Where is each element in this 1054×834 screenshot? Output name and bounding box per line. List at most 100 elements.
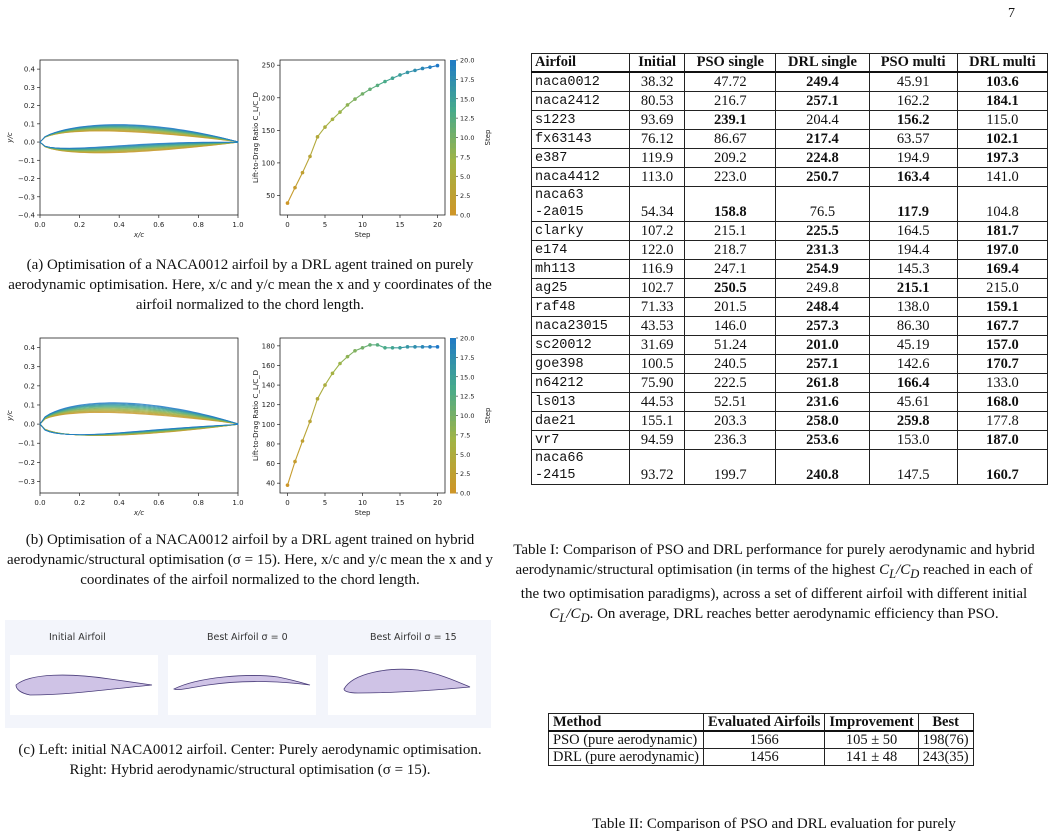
airfoil-name-cell: sc20012: [530, 334, 631, 355]
value-cell: 117.9: [868, 185, 958, 222]
airfoil-name-cell: mh113: [530, 258, 631, 279]
value-cell: 258.0: [775, 410, 870, 431]
table2-row: DRL (pure aerodynamic) 1456 141 ± 48 243(35…: [547, 748, 974, 766]
caption-a: (a) Optimisation of a NACA0012 airfoil b…: [8, 257, 492, 313]
value-cell: 160.7: [956, 448, 1049, 485]
colorbar-tick-label: 2.5: [460, 470, 470, 478]
results-table-2: Method Evaluated Airfoils Improvement Best …: [547, 713, 974, 766]
value-cell: 43.53: [629, 315, 686, 336]
colorbar-tick-label: 7.5: [460, 153, 470, 161]
value-cell: 107.2: [629, 220, 686, 241]
colorbar-segment: [450, 477, 456, 484]
value-cell: 76.12: [629, 128, 686, 149]
colorbar-tick-label: 10.0: [460, 134, 474, 142]
colorbar-segment: [450, 168, 456, 175]
data-point: [398, 73, 402, 77]
value-cell: 231.3: [775, 239, 870, 260]
value-cell: 54.34: [629, 185, 686, 222]
data-point: [330, 117, 335, 122]
value-cell: 93.72: [629, 448, 686, 485]
colorbar-segment: [450, 487, 456, 494]
data-point: [308, 154, 312, 159]
colorbar-segment: [450, 127, 456, 133]
airfoil-step-contour: [39, 124, 239, 149]
value-cell: 194.9: [868, 147, 958, 168]
colorbar-segment: [450, 184, 456, 190]
table1-row: naca2412 80.53 216.7 257.1 162.2 184.1: [530, 90, 1049, 111]
airfoil-name-cell: ls013: [530, 391, 631, 412]
value-cell: 44.53: [629, 391, 686, 412]
table1-row: goe398 100.5 240.5 257.1 142.6 170.7: [530, 353, 1049, 374]
table1-row: s1223 93.69 239.1 204.4 156.2 115.0: [530, 109, 1049, 130]
airfoil-name-cell: vr7: [530, 429, 631, 450]
data-point: [375, 343, 380, 347]
y-tick-label: 100: [262, 159, 275, 167]
lift-drag-plot-b: 0 5 10 15 20 180 160 140 120 100 80 60 40 Step Lift-to…: [252, 335, 492, 518]
airfoil-name-cell: ag25: [530, 277, 631, 298]
y-tick-label: 150: [262, 127, 275, 135]
y-tick-label: 50: [266, 192, 275, 200]
colorbar-segment: [450, 446, 456, 453]
table2-cell: 198(76): [917, 730, 974, 749]
value-cell: 167.7: [956, 315, 1049, 336]
table1-row: e387 119.9 209.2 224.8 194.9 197.3: [530, 147, 1049, 168]
y-tick-label: −0.1: [18, 440, 35, 448]
data-point: [435, 63, 440, 68]
value-cell: 240.5: [684, 353, 777, 374]
colorbar-segment: [450, 111, 456, 118]
x-tick-label: 0.8: [193, 221, 204, 229]
table1-header-cell: DRL multi: [956, 53, 1049, 73]
y-tick-label: −0.3: [18, 193, 35, 201]
table2-cell: DRL (pure aerodynamic): [547, 748, 705, 766]
series-segment: [309, 398, 319, 422]
table1-row: mh113 116.9 247.1 254.9 145.3 169.4: [530, 258, 1049, 279]
colorbar-segment: [450, 158, 456, 164]
caption-b: (b) Optimisation of a NACA0012 airfoil b…: [7, 532, 493, 588]
colorbar-tick-label: 2.5: [460, 192, 470, 200]
y-tick-label: −0.2: [18, 175, 35, 183]
value-cell: 76.5: [775, 185, 870, 222]
value-cell: 215.1: [868, 277, 958, 298]
colorbar-segment: [450, 482, 456, 489]
y-tick-label: 0.3: [24, 363, 35, 371]
data-point: [413, 68, 417, 73]
value-cell: 141.0: [956, 166, 1049, 187]
value-cell: 240.8: [775, 448, 870, 485]
colorbar-segment: [450, 65, 456, 71]
value-cell: 47.72: [684, 71, 777, 92]
colorbar-segment: [450, 358, 456, 365]
table1-row: naca0012 38.32 47.72 249.4 45.91 103.6: [530, 71, 1049, 92]
value-cell: 257.1: [775, 90, 870, 111]
y-axis-label: Lift-to-Drag Ratio C_L/C_D: [252, 370, 260, 461]
colorbar-segment: [450, 209, 456, 216]
series-segment: [287, 187, 296, 204]
x-tick-label: 0.2: [74, 221, 85, 229]
series-segment: [294, 440, 304, 462]
data-point: [435, 345, 440, 349]
value-cell: 247.1: [684, 258, 777, 279]
plot-frame: [39, 337, 239, 494]
table2-cell: 141 ± 48: [824, 748, 919, 766]
y-tick-label: 0.0: [24, 421, 35, 429]
airfoil-name-cell: naca4412: [530, 166, 631, 187]
colorbar-segment: [450, 194, 456, 200]
colorbar-tick-label: 20.0: [460, 57, 474, 65]
colorbar-segment: [450, 456, 456, 463]
series-segment: [332, 363, 341, 374]
y-tick-label: 100: [262, 421, 275, 429]
value-cell: 239.1: [684, 109, 777, 130]
value-cell: 94.59: [629, 429, 686, 450]
value-cell: 63.57: [868, 128, 958, 149]
data-point: [405, 70, 410, 75]
colorbar-segment: [450, 405, 456, 411]
table2-row: PSO (pure aerodynamic) 1566 105 ± 50 198(76…: [547, 730, 974, 749]
colorbar-label: Step: [484, 407, 492, 423]
series-segment: [317, 384, 326, 400]
colorbar-segment: [450, 91, 456, 97]
colorbar-segment: [450, 462, 456, 468]
x-tick-label: 1.0: [232, 221, 243, 229]
value-cell: 250.5: [684, 277, 777, 298]
table2-cell: 105 ± 50: [824, 730, 919, 749]
x-axis-label: Step: [355, 509, 371, 517]
value-cell: 45.19: [868, 334, 958, 355]
